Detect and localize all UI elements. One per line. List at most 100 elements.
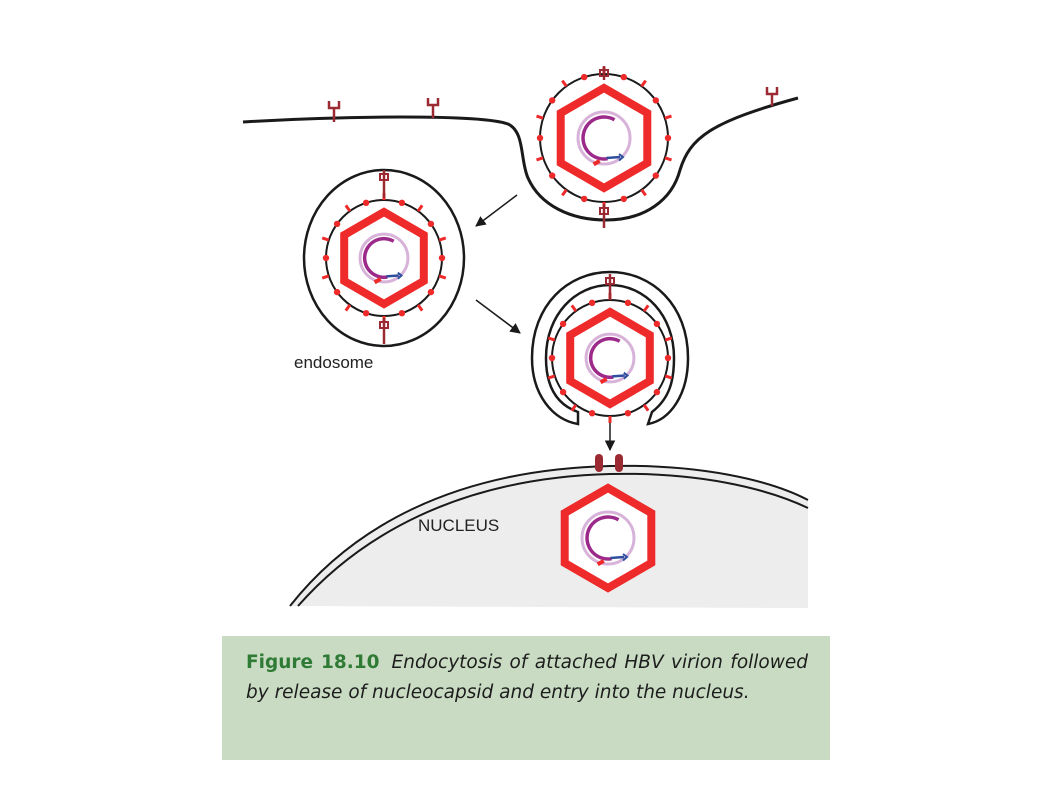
receptor: [765, 87, 779, 106]
envelope-spike: [438, 274, 447, 280]
envelope-protein-dot: [362, 310, 370, 317]
envelope-protein-dot: [653, 320, 661, 328]
envelope-protein-dot: [333, 288, 341, 296]
envelope-spike: [561, 79, 568, 88]
caption-text: Figure 18.10 Endocytosis of attached HBV …: [246, 648, 808, 708]
envelope-protein-dot: [664, 354, 672, 362]
envelope-spike: [642, 304, 650, 312]
envelope-spike: [640, 188, 647, 197]
envelope-spike: [664, 336, 673, 342]
envelope-spike: [642, 404, 650, 412]
capsid-shell: [556, 83, 652, 193]
nuclear-envelope-inner: [297, 472, 809, 607]
envelope-spike: [547, 374, 556, 380]
nuclear-nucleocapsid: [560, 483, 656, 593]
genome-light-strand: [358, 232, 410, 284]
genome-blue-arrow: [606, 155, 621, 160]
arrow-tip-icon: [618, 153, 625, 162]
envelope-spike: [438, 236, 447, 242]
nuclear-envelope-outer: [289, 464, 809, 607]
nucleus-body: [290, 465, 808, 608]
capsid-shell: [566, 307, 654, 409]
genome-blue-arrow: [612, 374, 625, 378]
bound-receptor-head: [605, 277, 615, 285]
caption-figure-label: Figure 18.10: [246, 652, 380, 673]
envelope-protein-dot: [559, 320, 567, 328]
envelope-protein-dot: [664, 134, 672, 142]
envelope-protein-dot: [581, 73, 588, 81]
envelope-protein-dot: [427, 288, 435, 296]
bound-receptor-head: [599, 69, 609, 77]
envelope-spike: [344, 204, 352, 212]
receptor: [426, 98, 440, 118]
genome-purple-strand: [581, 115, 616, 161]
envelope-spike: [561, 188, 568, 197]
envelope-protein-dot: [652, 172, 659, 179]
bound-receptor-head: [599, 207, 609, 215]
genome-purple-strand: [585, 515, 620, 561]
genome-purple-strand: [588, 336, 621, 380]
envelope-protein-dot: [398, 310, 406, 317]
envelope-protein-dot: [549, 97, 556, 104]
bound-receptor-head: [379, 321, 389, 329]
genome-purple-strand: [362, 236, 395, 280]
envelope-protein-dot: [559, 388, 567, 396]
envelope-spike: [536, 114, 544, 120]
envelope-spike: [321, 274, 330, 280]
figure-caption: Figure 18.10 Endocytosis of attached HBV …: [222, 636, 830, 760]
envelope-spike: [664, 114, 672, 120]
envelope-spike: [416, 304, 424, 312]
envelope-protein-dot: [588, 299, 596, 306]
envelope-protein-dot: [588, 410, 596, 417]
envelope-spike: [536, 156, 544, 162]
cell-membrane: [242, 96, 799, 222]
envelope-protein-dot: [398, 199, 406, 206]
polymerase-marker: [596, 559, 605, 567]
polymerase-marker: [592, 159, 601, 167]
envelope-protein-dot: [333, 220, 341, 228]
envelope-protein-dot: [620, 73, 627, 81]
endosome-virion: [321, 170, 447, 344]
envelope-spike: [570, 304, 578, 312]
envelope-protein-dot: [581, 195, 588, 203]
hbv-endocytosis-diagram: NUCLEUS endosome: [242, 66, 809, 608]
polymerase-marker: [373, 277, 382, 285]
envelope-protein-dot: [624, 299, 632, 306]
genome-light-strand: [584, 332, 636, 384]
envelope-spike: [664, 374, 673, 380]
envelope-spike: [547, 336, 556, 342]
arrow-to-endosome: [475, 194, 518, 227]
capsid-shell: [340, 207, 428, 309]
envelope-protein-dot: [620, 195, 627, 203]
genome-light-strand: [576, 110, 632, 166]
endosome-label: endosome: [294, 353, 373, 372]
opening-endosome-membrane: [530, 270, 690, 426]
caption-body: Endocytosis of attached HBV virion follo…: [246, 652, 808, 703]
envelope-spike: [416, 204, 424, 212]
envelope-protein-dot: [427, 220, 435, 228]
envelope-spike: [344, 304, 352, 312]
nucleus-label: NUCLEUS: [418, 516, 499, 535]
envelope-protein-dot: [653, 388, 661, 396]
envelope-protein-dot: [549, 172, 556, 179]
genome-blue-arrow: [610, 555, 625, 560]
envelope-spike: [570, 404, 578, 412]
arrow-tip-icon: [397, 271, 404, 280]
polymerase-marker: [599, 377, 608, 385]
capsid-shell: [560, 483, 656, 593]
envelope-protein-dot: [536, 134, 544, 142]
envelope-protein-dot: [362, 199, 370, 206]
released-virion: [547, 274, 673, 423]
envelope-protein-dot: [438, 254, 446, 262]
genome-blue-arrow: [386, 274, 399, 278]
receptor: [327, 101, 341, 122]
envelope-protein-dot: [548, 354, 556, 362]
nuclear-pore-left: [595, 454, 603, 472]
envelope-spike: [664, 156, 672, 162]
nuclear-pore-right: [615, 454, 623, 472]
arrow-tip-icon: [622, 553, 629, 562]
arrow-to-release: [475, 299, 521, 334]
genome-light-strand: [580, 510, 636, 566]
arrow-tip-icon: [623, 371, 630, 380]
bound-receptor-head: [379, 173, 389, 181]
